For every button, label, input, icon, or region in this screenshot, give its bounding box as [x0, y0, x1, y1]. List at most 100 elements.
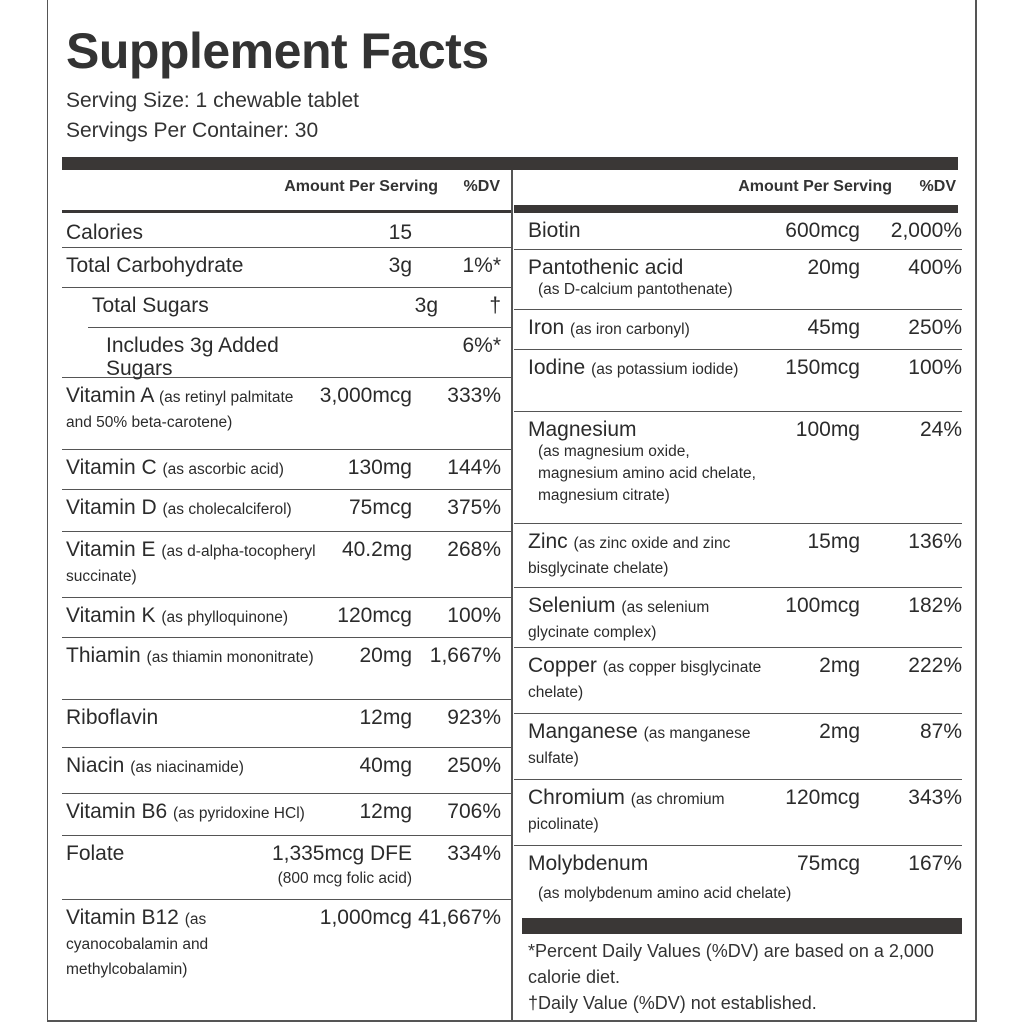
nutrient-label: Vitamin K (as phylloquinone) — [66, 604, 316, 629]
nutrient-name: Vitamin B6 — [66, 800, 168, 823]
nutrient-row: Pantothenic acid (as D-calcium pantothena… — [514, 250, 962, 310]
nutrient-row: Zinc (as zinc oxide and zinc bisglycinat… — [514, 524, 962, 588]
nutrient-name: Molybdenum — [528, 852, 649, 875]
amount-note: (800 mcg folic acid) — [277, 870, 412, 887]
nutrient-name: Vitamin E — [66, 538, 156, 561]
nutrient-row: Vitamin B6 (as pyridoxine HCl) 12mg 706% — [62, 794, 511, 836]
nutrient-label: Manganese (as manganese sulfate) — [528, 720, 768, 770]
nutrient-note: (as thiamin mononitrate) — [146, 649, 314, 666]
nutrient-note: (as phylloquinone) — [161, 609, 289, 626]
nutrient-name: Magnesium — [528, 418, 637, 441]
amount: 15 — [388, 221, 412, 244]
nutrient-name: Manganese — [528, 720, 638, 743]
amount: 600mcg — [785, 219, 860, 242]
nutrient-name: Pantothenic acid — [528, 256, 684, 279]
nutrient-name: Calories — [66, 221, 144, 244]
nutrient-name: Vitamin K — [66, 604, 156, 627]
nutrient-label: Vitamin B12 (as cyanocobalamin and methy… — [66, 906, 316, 981]
frame-left — [47, 0, 48, 1022]
nutrient-note: (as selenium glycinate complex) — [528, 599, 710, 641]
daily-value: 1,667% — [429, 644, 501, 667]
daily-value: 167% — [908, 852, 962, 875]
amount: 150mcg — [785, 356, 860, 379]
amount-header: Amount Per Serving — [738, 178, 892, 195]
nutrient-label: Riboflavin — [66, 706, 316, 729]
nutrient-label: Thiamin (as thiamin mononitrate) — [66, 644, 316, 669]
daily-value: 1%* — [462, 254, 501, 277]
daily-value: 400% — [908, 256, 962, 279]
nutrient-row: Magnesium (as magnesium oxide, magnesium … — [514, 412, 962, 524]
amount: 130mg — [347, 456, 412, 479]
daily-value: 334% — [447, 842, 501, 865]
nutrient-note: (as potassium iodide) — [591, 361, 739, 378]
daily-value: 333% — [447, 384, 501, 407]
daily-value: 41,667% — [418, 906, 501, 929]
nutrient-label: Folate — [66, 842, 316, 865]
daily-value: 268% — [447, 538, 501, 561]
nutrient-label: Includes 3g Added Sugars — [106, 334, 316, 380]
amount: 120mcg — [337, 604, 412, 627]
amount: 100mcg — [785, 594, 860, 617]
nutrient-note: (as d-alpha-tocopheryl succinate) — [66, 543, 316, 585]
header-rule — [514, 205, 958, 213]
daily-value: 222% — [908, 654, 962, 677]
nutrient-name: Vitamin C — [66, 456, 157, 479]
nutrient-row: Vitamin B12 (as cyanocobalamin and methy… — [62, 900, 511, 978]
daily-value: 6%* — [462, 334, 501, 357]
daily-value: 182% — [908, 594, 962, 617]
nutrient-note: (as pyridoxine HCl) — [173, 805, 305, 822]
amount: 1,335mcg DFE — [271, 842, 412, 865]
nutrient-name: Total Carbohydrate — [66, 254, 244, 277]
column-divider — [511, 170, 513, 1020]
amount: 2mg — [819, 654, 860, 677]
nutrient-note: (as cholecalciferol) — [162, 501, 292, 518]
nutrient-note: (as zinc oxide and zinc bisglycinate che… — [528, 535, 731, 577]
amount: 12mg — [359, 800, 412, 823]
nutrient-row: Calories 15 — [62, 215, 511, 248]
nutrient-label: Selenium (as selenium glycinate complex) — [528, 594, 768, 644]
nutrient-label: Molybdenum (as molybdenum amino acid chel… — [528, 852, 848, 905]
nutrient-name: Vitamin B12 — [66, 906, 179, 929]
amount: 40.2mg — [341, 538, 412, 561]
daily-value: 923% — [447, 706, 501, 729]
serving-size: Serving Size: 1 chewable tablet — [66, 89, 360, 112]
daily-value: 2,000% — [890, 219, 962, 242]
dv-header: %DV — [463, 178, 500, 195]
nutrient-name: Includes 3g Added Sugars — [106, 334, 279, 380]
dv-header: %DV — [919, 178, 956, 195]
nutrient-name: Riboflavin — [66, 706, 159, 729]
amount: 20mg — [359, 644, 412, 667]
amount: 75mcg — [348, 496, 412, 519]
nutrient-row: Iodine (as potassium iodide) 150mcg 100% — [514, 350, 962, 412]
nutrient-row: Total Carbohydrate 3g 1%* — [62, 248, 511, 288]
nutrient-name: Chromium — [528, 786, 625, 809]
nutrient-label: Vitamin C (as ascorbic acid) — [66, 456, 316, 481]
amount: 40mg — [359, 754, 412, 777]
daily-value: 144% — [447, 456, 501, 479]
nutrient-label: Calories — [66, 221, 316, 244]
amount: 20mg — [807, 256, 860, 279]
nutrient-row: Vitamin E (as d-alpha-tocopheryl succina… — [62, 532, 511, 598]
daily-value: 136% — [908, 530, 962, 553]
footnote: *Percent Daily Values (%DV) are based on… — [528, 941, 934, 987]
nutrient-label: Copper (as copper bisglycinate chelate) — [528, 654, 768, 704]
nutrient-note: (as molybdenum amino acid chelate) — [538, 885, 792, 902]
nutrient-name: Biotin — [528, 219, 581, 242]
nutrient-label: Pantothenic acid (as D-calcium pantothena… — [528, 256, 848, 301]
amount: 3g — [414, 294, 438, 317]
nutrient-row: Manganese (as manganese sulfate) 2mg 87% — [514, 714, 962, 780]
nutrient-note: (as manganese sulfate) — [528, 725, 751, 767]
frame-bottom — [47, 1020, 977, 1022]
amount: 3g — [388, 254, 412, 277]
nutrient-label: Biotin — [528, 219, 768, 242]
nutrient-name: Vitamin A — [66, 384, 154, 407]
nutrient-label: Iron (as iron carbonyl) — [528, 316, 768, 341]
nutrient-row: Vitamin D (as cholecalciferol) 75mcg 375% — [62, 490, 511, 532]
daily-value: 343% — [908, 786, 962, 809]
header-rule — [62, 210, 511, 213]
amount-header: Amount Per Serving — [284, 178, 438, 195]
daily-value: 87% — [919, 720, 962, 743]
nutrient-row: Molybdenum (as molybdenum amino acid chel… — [514, 846, 962, 918]
nutrient-note: (as D-calcium pantothenate) — [538, 281, 733, 298]
top-bar — [62, 157, 958, 170]
